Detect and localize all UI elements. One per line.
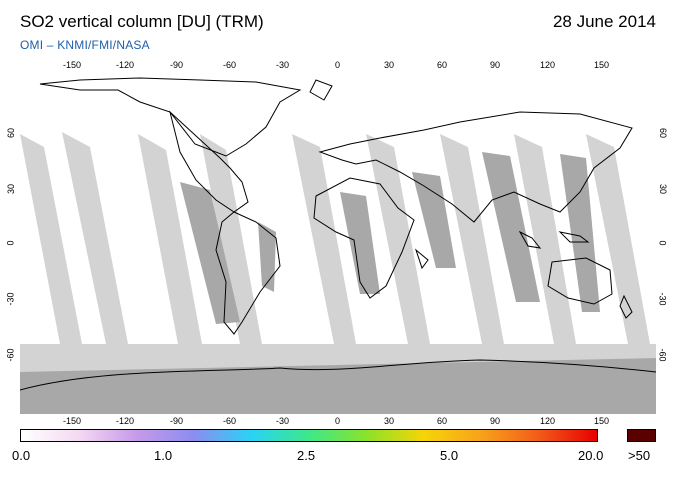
colorbar-label: 1.0: [154, 448, 173, 463]
lon-axis-bottom: -150 -120 -90 -60 -30 0 30 60 90 120 150: [20, 416, 656, 428]
lon-tick: 60: [437, 60, 448, 70]
lat-tick: 60: [6, 127, 17, 139]
lon-tick: -60: [223, 60, 237, 70]
lat-tick: 30: [6, 183, 17, 195]
lat-tick: 30: [658, 183, 669, 195]
lon-tick: 0: [335, 416, 341, 426]
colorbar-label: >50: [628, 448, 651, 463]
lon-tick: 150: [594, 60, 610, 70]
lon-tick: -30: [276, 60, 290, 70]
lat-tick: 0: [657, 240, 668, 246]
lon-tick: 120: [540, 60, 556, 70]
colorbar-over-swatch: [627, 429, 656, 442]
lat-tick: -30: [5, 292, 16, 306]
lon-tick: -150: [63, 416, 82, 426]
lat-tick: 0: [5, 240, 16, 246]
lon-tick: 30: [384, 416, 395, 426]
map-title: SO2 vertical column [DU] (TRM): [20, 12, 264, 31]
lon-tick: -120: [116, 416, 135, 426]
colorbar-label: 2.5: [297, 448, 316, 463]
lat-axis-right: 60 30 0 -30 -60: [658, 72, 672, 414]
lat-tick: -60: [5, 348, 16, 362]
orbit-gap-land: [20, 152, 656, 414]
lat-tick: -30: [657, 292, 668, 306]
lon-tick: -150: [63, 60, 82, 70]
lon-tick: 90: [490, 60, 501, 70]
lon-tick: -90: [170, 60, 184, 70]
lon-tick: 30: [384, 60, 395, 70]
colorbar-label: 5.0: [440, 448, 459, 463]
world-map: -150 -120 -90 -60 -30 0 30 60 90 120 150…: [6, 60, 669, 426]
colorbar-label: 20.0: [578, 448, 604, 463]
lon-tick: -60: [223, 416, 237, 426]
lon-tick: -120: [116, 60, 135, 70]
lon-tick: 120: [540, 416, 556, 426]
lon-tick: 90: [490, 416, 501, 426]
lon-tick: 0: [335, 60, 341, 70]
colorbar: [20, 429, 598, 442]
data-credit: OMI – KNMI/FMI/NASA: [20, 38, 150, 52]
map-date: 28 June 2014: [552, 12, 656, 31]
coastlines: [20, 77, 656, 391]
lon-tick: -90: [170, 416, 184, 426]
lat-axis-left: 60 30 0 -30 -60: [6, 72, 18, 414]
lon-tick: 150: [594, 416, 610, 426]
lon-tick: 60: [437, 416, 448, 426]
lat-tick: 60: [658, 127, 669, 139]
colorbar-label: 0.0: [12, 448, 31, 463]
lat-tick: -60: [657, 348, 668, 362]
lon-axis-top: -150 -120 -90 -60 -30 0 30 60 90 120 150: [20, 60, 656, 72]
lon-tick: -30: [276, 416, 290, 426]
